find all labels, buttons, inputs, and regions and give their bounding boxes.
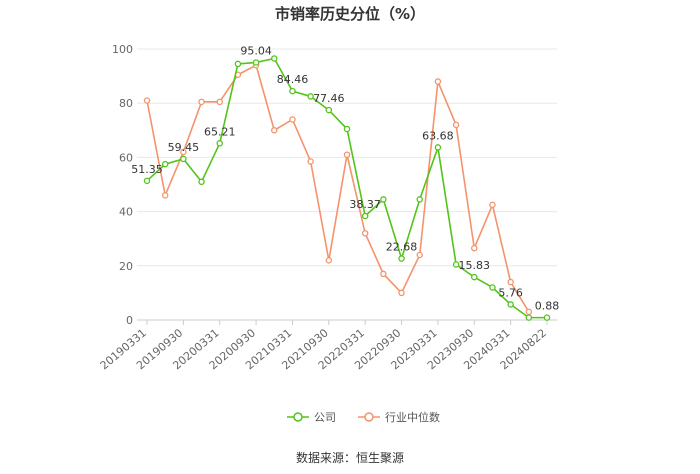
data-point [271,127,278,134]
data-point [289,87,296,95]
data-point [452,261,460,268]
data-point [325,106,333,114]
data-point [307,93,314,100]
data-point [143,177,151,185]
data-point [380,270,387,278]
data-point [416,196,423,203]
y-tick-label: 100 [112,43,133,56]
data-point [161,192,169,199]
data-point [507,301,514,308]
y-tick-label: 0 [126,314,133,327]
legend-label: 公司 [314,411,336,424]
data-point [471,244,478,252]
data-point [198,178,205,186]
data-point [216,140,223,147]
data-label: 22.68 [386,241,418,254]
data-label: 5.76 [498,286,523,299]
data-point [234,60,242,68]
data-label: 51.35 [131,163,163,176]
data-point [252,59,260,66]
data-point [361,212,369,220]
series-line [146,64,530,313]
data-point [216,98,223,106]
x-axis: 2019033120190930202003312020093020210331… [98,320,549,372]
data-label: 84.46 [277,73,309,86]
series-line [146,57,547,319]
data-labels: 51.35 59.45 65.21 95.04 84.46 77.46 38.37 22.68… [131,44,559,312]
data-point [398,255,405,262]
data-label: 15.83 [459,259,491,272]
y-tick-label: 20 [119,260,133,273]
data-label: 38.37 [349,198,381,211]
data-label: 0.88 [535,300,560,313]
data-point [143,97,151,104]
data-point [489,284,496,291]
data-point [289,116,296,123]
data-point [180,148,187,156]
legend[interactable]: 公司 行业中位数 [287,410,440,424]
data-label: 77.46 [313,92,345,105]
data-point [161,160,169,168]
series-group [143,55,551,321]
data-point [343,125,351,133]
data-point [543,314,551,321]
data-point [325,257,333,264]
data-point [380,196,387,203]
data-label: 63.68 [422,129,454,142]
y-tick-label: 40 [119,206,133,219]
data-point [271,55,278,62]
data-point [434,144,442,151]
data-point [398,289,405,297]
data-label: 95.04 [240,44,272,57]
data-point [489,201,496,209]
grid-lines [137,48,557,321]
data-point [525,308,533,316]
data-point [416,251,423,259]
data-point [198,98,205,106]
legend-marker [364,412,374,422]
data-point [507,278,514,286]
y-tick-label: 80 [119,97,133,110]
data-point [180,155,187,163]
data-point [343,151,351,158]
chart-title: 市销率历史分位（%） [275,5,425,23]
data-point [471,273,478,281]
y-tick-label: 60 [119,151,133,164]
legend-label: 行业中位数 [385,410,440,424]
data-point [525,314,533,321]
data-point [434,78,442,85]
data-label: 65.21 [204,125,236,138]
data-point [452,121,460,129]
data-point [361,230,369,237]
data-label: 59.45 [168,141,200,154]
legend-marker [293,412,303,422]
data-point [307,158,314,165]
y-axis-ticks: 0 20 40 60 80 100 [112,43,133,327]
data-source: 数据来源：恒生聚源 [296,450,404,465]
